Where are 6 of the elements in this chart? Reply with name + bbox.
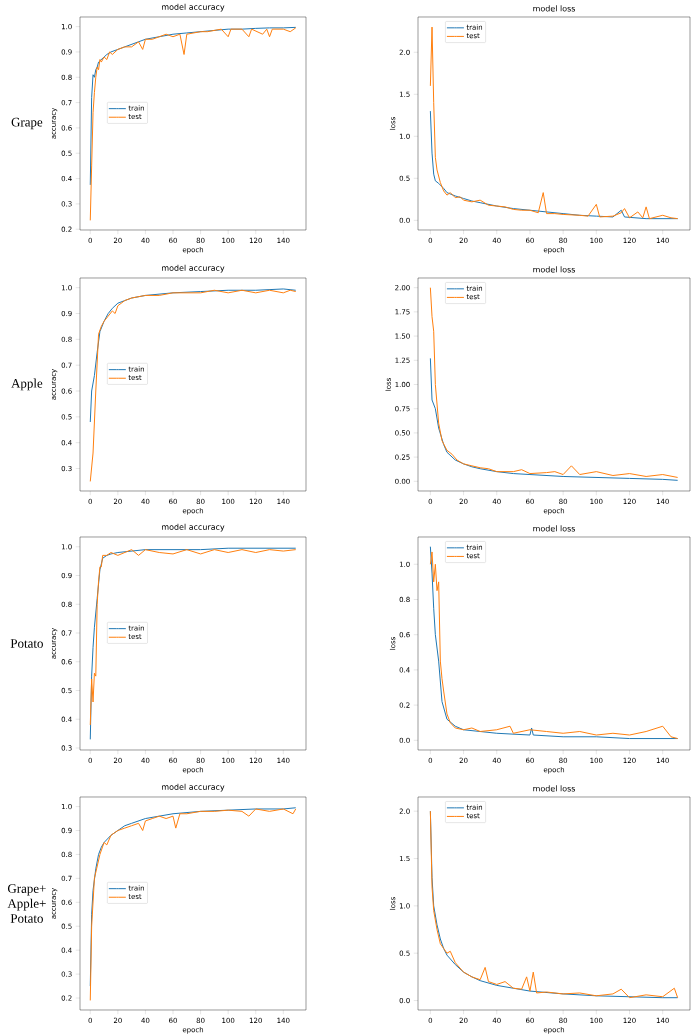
text: Grape+ Apple+ Potato bbox=[7, 884, 46, 923]
line-series bbox=[429, 26, 679, 220]
line-series bbox=[429, 287, 679, 478]
text: Apple bbox=[11, 378, 43, 391]
text: Potato bbox=[10, 639, 43, 648]
text: Grape bbox=[11, 117, 43, 130]
